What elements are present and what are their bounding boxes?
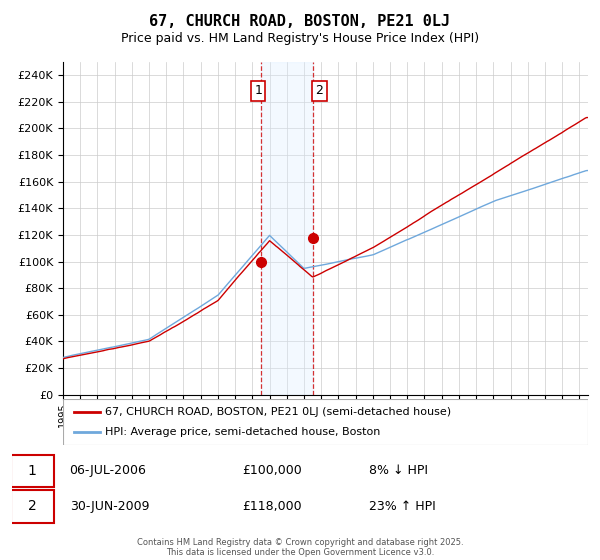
Text: 30-JUN-2009: 30-JUN-2009 [70, 500, 149, 513]
Text: 1: 1 [254, 85, 262, 97]
Text: 67, CHURCH ROAD, BOSTON, PE21 0LJ: 67, CHURCH ROAD, BOSTON, PE21 0LJ [149, 14, 451, 29]
FancyBboxPatch shape [63, 399, 588, 445]
FancyBboxPatch shape [11, 455, 54, 487]
Text: 2: 2 [28, 500, 37, 513]
Text: 06-JUL-2006: 06-JUL-2006 [70, 464, 146, 478]
FancyBboxPatch shape [11, 490, 54, 522]
Text: 2: 2 [316, 85, 323, 97]
Bar [261, 62, 313, 395]
Text: £100,000: £100,000 [242, 464, 302, 478]
Text: £118,000: £118,000 [242, 500, 302, 513]
Text: 1: 1 [28, 464, 37, 478]
Text: Price paid vs. HM Land Registry's House Price Index (HPI): Price paid vs. HM Land Registry's House … [121, 32, 479, 45]
Text: 23% ↑ HPI: 23% ↑ HPI [369, 500, 436, 513]
Text: Contains HM Land Registry data © Crown copyright and database right 2025.
This d: Contains HM Land Registry data © Crown c… [137, 538, 463, 557]
Text: 67, CHURCH ROAD, BOSTON, PE21 0LJ (semi-detached house): 67, CHURCH ROAD, BOSTON, PE21 0LJ (semi-… [105, 407, 451, 417]
Text: HPI: Average price, semi-detached house, Boston: HPI: Average price, semi-detached house,… [105, 427, 380, 437]
Text: 8% ↓ HPI: 8% ↓ HPI [369, 464, 428, 478]
